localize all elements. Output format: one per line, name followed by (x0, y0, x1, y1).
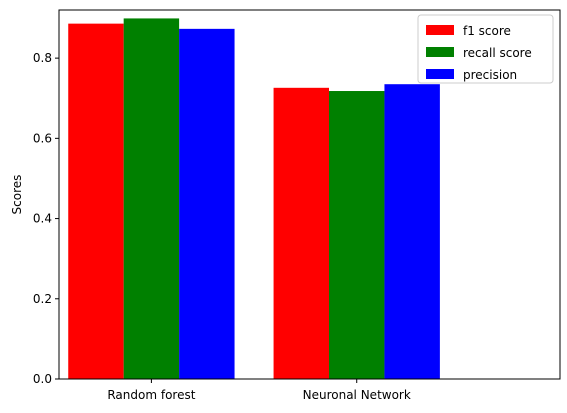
bar-f1-score-1 (274, 88, 329, 379)
bars-group (68, 18, 440, 379)
y-axis-label: Scores (10, 175, 24, 215)
x-tick-label: Neuronal Network (303, 388, 411, 402)
bar-f1-score-0 (68, 24, 123, 379)
x-tick-label: Random forest (107, 388, 195, 402)
legend-label: precision (463, 68, 517, 82)
y-tick-label: 0.0 (33, 372, 52, 386)
bar-recall-score-1 (329, 91, 384, 379)
y-tick-label: 0.8 (33, 51, 52, 65)
y-tick-label: 0.4 (33, 212, 52, 226)
x-ticks-group: Random forest Neuronal Network (107, 379, 411, 402)
legend-swatch (426, 25, 454, 35)
legend-label: f1 score (463, 24, 511, 38)
y-tick-label: 0.2 (33, 292, 52, 306)
y-tick-label: 0.6 (33, 131, 52, 145)
legend-swatch (426, 47, 454, 57)
bar-precision-0 (179, 29, 234, 379)
y-ticks-group: 0.0 0.2 0.4 0.6 0.8 (33, 51, 59, 386)
bar-precision-1 (384, 84, 439, 379)
legend-label: recall score (463, 46, 532, 60)
legend-swatch (426, 69, 454, 79)
bar-recall-score-0 (124, 18, 179, 379)
legend: f1 score recall score precision (418, 15, 553, 83)
